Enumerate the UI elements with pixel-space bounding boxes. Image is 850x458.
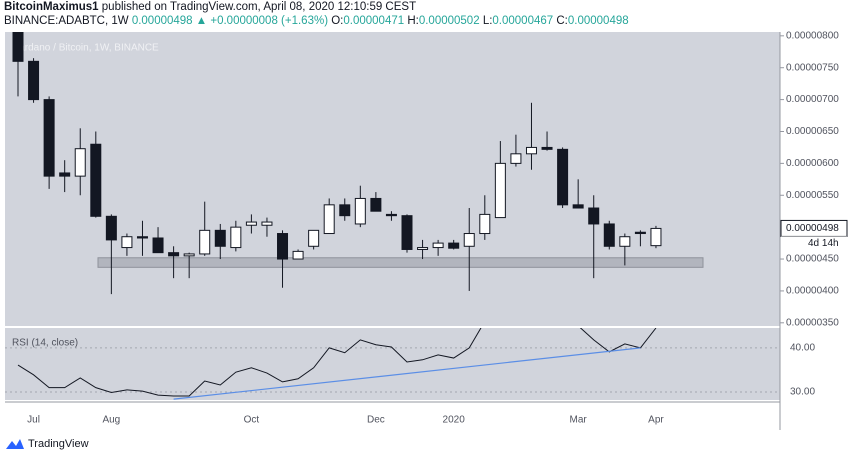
c-label: C: — [556, 15, 568, 27]
candle-body — [448, 242, 460, 249]
candle-body — [152, 237, 164, 254]
author: BitcoinMaximus1 — [4, 1, 99, 13]
y-tick-label: 40.00 — [790, 343, 815, 354]
symbol: BINANCE:ADABTC, 1W — [4, 15, 129, 27]
candle-body — [12, 32, 24, 62]
candle-body — [432, 242, 444, 249]
x-tick-label: Dec — [367, 415, 385, 426]
countdown: 4d 14h — [808, 238, 839, 249]
candles — [12, 32, 704, 295]
rsi-line — [17, 328, 657, 397]
rsi-label: RSI (14, close) — [12, 338, 78, 349]
x-tick-label: Aug — [102, 415, 120, 426]
y-tick-label: 0.00000550 — [786, 190, 839, 201]
candle-body — [541, 146, 553, 150]
countdown-box — [781, 236, 847, 251]
arrow: ▲ — [195, 15, 208, 27]
l-label: L: — [482, 15, 493, 27]
candle-body — [619, 236, 631, 247]
candle-body — [28, 60, 40, 101]
candle-body — [339, 204, 351, 217]
x-tick-label: Oct — [244, 415, 260, 426]
candle-body — [168, 252, 180, 257]
candle-body — [261, 221, 273, 226]
candle-body — [43, 99, 55, 177]
y-tick-label: 0.00000700 — [786, 94, 839, 105]
support-zone — [97, 257, 704, 268]
y-tick-label: 0.00000350 — [786, 317, 839, 328]
high: 0.00000502 — [418, 15, 480, 27]
low: 0.00000467 — [492, 15, 554, 27]
candle-body — [230, 226, 242, 249]
watermark: Cardano / Bitcoin, 1W, BINANCE — [12, 43, 159, 54]
candle-body — [59, 172, 71, 177]
axes: 0.00000800 0.00000750 0.00000700 0.00000650… — [27, 30, 848, 426]
published: published on TradingView.com, April 08, … — [101, 1, 417, 13]
change: +0.00000008 (+1.63%) — [210, 15, 329, 27]
candle-body — [370, 197, 382, 212]
candle-body — [494, 162, 506, 219]
price-label: 0.00000498 — [786, 223, 839, 234]
candle-body — [136, 236, 148, 239]
candle-body — [214, 229, 226, 247]
rsi-lines — [5, 328, 780, 400]
candle-body — [105, 215, 117, 241]
o-label: O: — [331, 15, 344, 27]
header: BitcoinMaximus1 published on TradingView… — [4, 0, 629, 28]
candle-body — [572, 204, 584, 209]
rsi-pane — [5, 328, 780, 400]
candle-body — [183, 253, 195, 257]
candle-body — [463, 233, 475, 247]
candle-body — [588, 207, 600, 225]
close: 0.00000498 — [567, 15, 629, 27]
footer: TradingView — [28, 438, 89, 450]
candle-body — [199, 229, 211, 255]
candle-body — [525, 146, 537, 155]
h-label: H: — [407, 15, 419, 27]
trendline — [173, 347, 641, 400]
candle-body — [292, 250, 304, 260]
candle-body — [650, 227, 662, 247]
candle-body — [417, 247, 429, 250]
candle-body — [479, 213, 491, 235]
candle-body — [90, 143, 102, 217]
x-tick-label: 2020 — [443, 415, 466, 426]
price-pane — [5, 32, 780, 326]
x-tick-label: Jul — [27, 415, 40, 426]
candle-body — [74, 148, 86, 177]
y-tick-label: 0.00000800 — [786, 30, 839, 41]
last: 0.00000498 — [131, 15, 193, 27]
candle-body — [121, 236, 133, 249]
candle-body — [603, 223, 615, 247]
x-tick-label: Apr — [648, 415, 664, 426]
open: 0.00000471 — [343, 15, 405, 27]
candle-body — [510, 153, 522, 164]
y-tick-label: 0.00000650 — [786, 126, 839, 137]
header-line: BitcoinMaximus1 published on TradingView… — [4, 0, 629, 14]
y-tick-label: 0.00000750 — [786, 62, 839, 73]
y-tick-label: 0.00000400 — [786, 286, 839, 297]
candle-body — [277, 233, 289, 260]
candle-body — [308, 229, 320, 247]
candle-body — [634, 231, 646, 235]
x-tick-label: Mar — [570, 415, 588, 426]
header-line: BINANCE:ADABTC, 1W 0.00000498 ▲ +0.00000… — [4, 14, 629, 28]
y-tick-label: 0.00000450 — [786, 254, 839, 265]
candle-body — [354, 197, 366, 225]
candle-body — [245, 221, 257, 226]
logo: TradingView — [6, 438, 89, 450]
candle-body — [385, 213, 397, 217]
candle-body — [557, 148, 569, 206]
candle-body — [401, 215, 413, 250]
candle-body — [323, 204, 335, 235]
logo-icon — [6, 439, 24, 449]
y-tick-label: 0.00000600 — [786, 158, 839, 169]
y-tick-label: 30.00 — [790, 387, 815, 398]
